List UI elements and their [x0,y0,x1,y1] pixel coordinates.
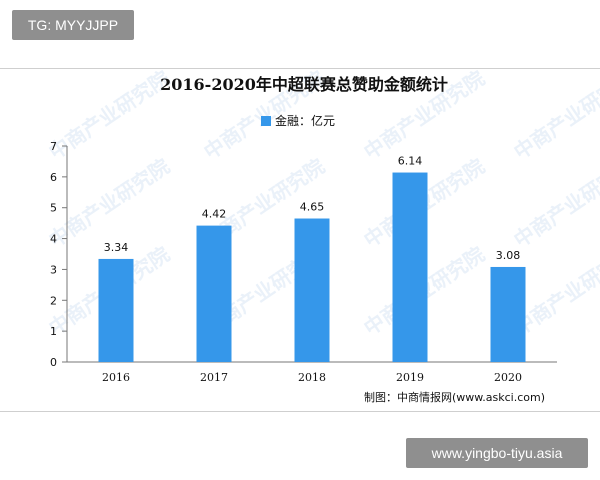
y-axis-labels: 0 1 2 3 4 5 6 7 [50,140,57,369]
data-label-2016: 3.34 [104,241,129,254]
watermark-text: 中商产业研究院 [44,154,173,252]
site-badge: www.yingbo-tiyu.asia [406,438,588,468]
watermark-text: 中商产业研究院 [509,68,600,164]
y-tick-label: 5 [50,202,57,215]
site-badge-label: www.yingbo-tiyu.asia [431,445,563,461]
y-tick-label: 1 [50,325,57,338]
tg-badge: TG: MYYJJPP [12,10,134,40]
data-label-2020: 3.08 [496,249,521,262]
x-tick-label: 2017 [200,371,228,384]
x-tick-label: 2020 [494,371,522,384]
y-tick-label: 6 [50,171,57,184]
bar-2017 [196,225,232,362]
data-labels: 3.34 4.42 4.65 6.14 3.08 [104,155,521,262]
watermark-text: 中商产业研究院 [509,154,600,252]
bar-2019 [392,172,428,362]
bar-2020 [490,266,526,362]
x-axis-labels: 2016 2017 2018 2019 2020 [102,371,522,384]
data-label-2019: 6.14 [398,155,423,168]
data-label-2017: 4.42 [202,208,227,221]
bar-2018 [294,218,330,362]
chart-title: 2016-2020年中超联赛总赞助金额统计 [160,75,448,94]
source-text: 制图：中商情报网(www.askci.com) [364,390,545,404]
watermark-text: 中商产业研究院 [44,68,173,164]
data-label-2018: 4.65 [300,201,325,214]
legend-swatch [261,116,271,126]
y-tick-label: 2 [50,294,57,307]
y-tick-label: 3 [50,263,57,276]
tg-badge-label: TG: MYYJJPP [27,17,119,33]
y-tick-label: 0 [50,356,57,369]
x-tick-label: 2016 [102,371,130,384]
legend-label: 金融：亿元 [275,113,335,128]
bars [98,172,526,362]
bar-2016 [98,258,134,362]
y-tick-label: 4 [50,233,57,246]
x-tick-label: 2019 [396,371,424,384]
x-tick-label: 2018 [298,371,326,384]
y-tick-label: 7 [50,140,57,153]
